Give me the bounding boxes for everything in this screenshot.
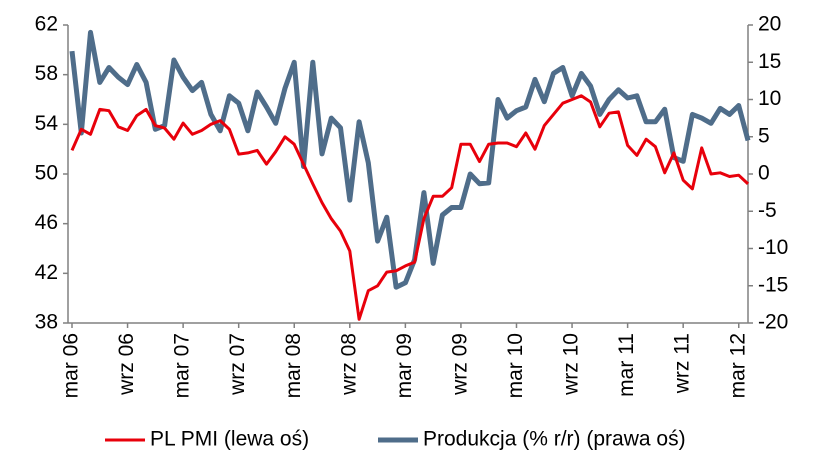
- x-tick-label: mar 12: [726, 333, 749, 398]
- y-tick-label: 54: [35, 112, 59, 135]
- y2-tick-label: -15: [758, 273, 788, 296]
- series-line: [70, 94, 750, 321]
- y2-tick-label: 10: [758, 87, 781, 110]
- x-tick-label: mar 11: [615, 333, 638, 397]
- y2-tick-label: -10: [758, 236, 788, 259]
- legend-label: Produkcja (% r/r) (prawa oś): [423, 428, 686, 451]
- x-tick-label: wrz 08: [337, 333, 360, 396]
- x-tick-label: mar 06: [60, 333, 83, 398]
- x-tick-label: wrz 10: [560, 333, 583, 396]
- y2-tick-label: -20: [758, 311, 788, 334]
- y2-tick-label: -5: [758, 199, 777, 222]
- y2-tick-label: 20: [758, 13, 781, 36]
- x-tick-label: wrz 09: [448, 333, 471, 396]
- legend-label: PL PMI (lewa oś): [150, 428, 309, 451]
- y2-tick-label: 5: [758, 124, 770, 147]
- y-tick-label: 62: [35, 13, 58, 36]
- x-tick-label: wrz 06: [115, 333, 138, 396]
- x-tick-label: mar 09: [393, 333, 416, 398]
- y2-tick-label: 15: [758, 50, 781, 73]
- y-tick-label: 46: [35, 211, 58, 234]
- x-tick-label: wrz 11: [671, 333, 694, 394]
- x-tick-label: mar 08: [282, 333, 305, 398]
- x-tick-label: wrz 07: [226, 333, 249, 396]
- y-tick-label: 38: [35, 311, 58, 334]
- x-tick-label: mar 10: [504, 333, 527, 398]
- y-tick-label: 42: [35, 261, 58, 284]
- x-tick-label: mar 07: [171, 333, 194, 398]
- y-tick-label: 58: [35, 62, 58, 85]
- y2-tick-label: 0: [758, 162, 770, 185]
- series-line: [69, 29, 751, 290]
- y-tick-label: 50: [35, 162, 58, 185]
